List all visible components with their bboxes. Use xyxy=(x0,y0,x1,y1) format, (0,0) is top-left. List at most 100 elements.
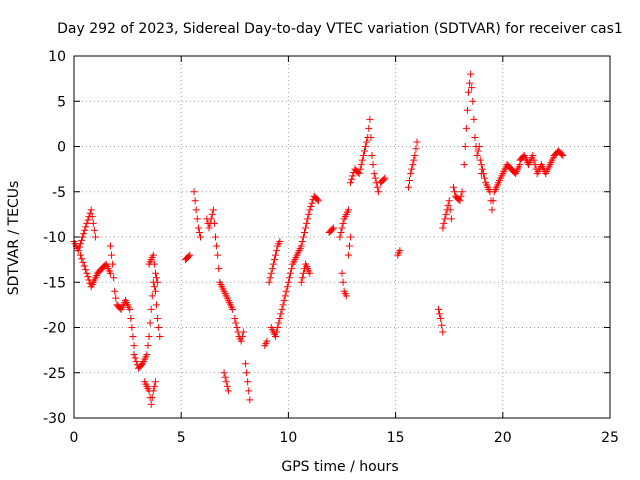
data-point-marker xyxy=(462,124,470,132)
data-point-marker xyxy=(265,278,273,286)
data-point-marker xyxy=(74,247,82,255)
data-point-marker xyxy=(371,174,379,182)
data-point-marker xyxy=(143,351,151,359)
data-point-marker xyxy=(76,251,84,259)
data-point-marker xyxy=(413,138,421,146)
data-point-marker xyxy=(90,226,98,234)
data-point-marker xyxy=(473,152,481,160)
data-point-marker xyxy=(128,324,136,331)
y-tick-label: -30 xyxy=(43,411,66,427)
data-point-marker xyxy=(297,278,305,286)
data-point-marker xyxy=(273,247,281,255)
data-point-marker xyxy=(436,310,444,318)
data-point-marker xyxy=(439,224,447,232)
data-point-marker xyxy=(194,224,202,232)
data-point-marker xyxy=(193,215,201,223)
data-point-marker xyxy=(306,269,314,277)
data-point-marker xyxy=(299,269,307,277)
data-point-marker xyxy=(272,251,280,259)
data-point-marker xyxy=(358,156,366,164)
data-point-marker xyxy=(470,115,478,123)
data-point-marker xyxy=(559,152,567,160)
data-point-marker xyxy=(108,251,116,259)
data-point-marker xyxy=(347,179,355,187)
data-point-marker xyxy=(149,251,157,259)
data-point-marker xyxy=(81,226,89,234)
data-point-marker xyxy=(531,161,539,169)
data-point-marker xyxy=(82,223,90,231)
data-point-marker xyxy=(154,314,162,322)
data-point-marker xyxy=(111,287,119,295)
data-point-marker xyxy=(82,266,90,274)
data-point-marker xyxy=(344,251,352,259)
data-point-marker xyxy=(347,233,355,241)
data-point-marker xyxy=(478,165,486,173)
data-point-marker xyxy=(336,233,344,241)
data-point-marker xyxy=(278,305,286,313)
data-point-marker xyxy=(297,242,305,250)
data-point-marker xyxy=(191,197,199,205)
data-point-marker xyxy=(80,262,88,270)
data-point-marker xyxy=(153,274,161,282)
data-point-marker xyxy=(338,269,346,277)
data-point-marker xyxy=(91,233,99,241)
data-point-marker xyxy=(146,319,154,327)
data-point-marker xyxy=(463,106,471,114)
data-point-marker xyxy=(346,242,354,250)
data-point-marker xyxy=(208,210,216,218)
data-point-marker xyxy=(488,206,496,214)
x-tick-label: 0 xyxy=(70,430,79,446)
data-point-marker xyxy=(79,258,87,266)
data-point-marker xyxy=(80,230,88,238)
data-point-marker xyxy=(144,342,152,350)
data-point-marker xyxy=(242,360,250,368)
data-point-marker xyxy=(408,165,416,173)
data-point-marker xyxy=(474,147,482,155)
data-point-marker xyxy=(446,206,454,214)
data-point-marker xyxy=(329,224,337,232)
data-point-marker xyxy=(481,174,489,182)
data-point-marker xyxy=(449,183,457,191)
data-point-marker xyxy=(342,292,350,300)
data-point-marker xyxy=(231,314,239,322)
data-point-marker xyxy=(147,305,155,313)
data-point-marker xyxy=(209,206,217,214)
data-point-marker xyxy=(442,210,450,218)
data-point-marker xyxy=(373,183,381,191)
data-point-marker xyxy=(456,197,464,205)
data-point-marker xyxy=(131,354,139,362)
data-point-marker xyxy=(300,228,308,236)
data-point-marker xyxy=(451,188,459,196)
data-point-marker xyxy=(270,256,278,264)
data-point-marker xyxy=(221,373,229,381)
data-point-marker xyxy=(192,206,200,214)
data-point-marker xyxy=(349,172,357,180)
y-axis-label: SDTVAR / TECUs xyxy=(6,181,22,296)
data-point-marker xyxy=(127,314,135,322)
data-point-marker xyxy=(151,269,159,277)
y-tick-label: 0 xyxy=(57,140,66,156)
data-point-marker xyxy=(445,197,453,205)
data-point-marker xyxy=(243,369,251,377)
data-point-marker xyxy=(299,233,307,241)
data-point-marker xyxy=(196,233,204,241)
y-tick-label: -5 xyxy=(52,185,66,201)
y-tick-label: -10 xyxy=(43,230,66,246)
data-point-marker xyxy=(460,161,468,169)
data-point-marker xyxy=(489,197,497,205)
data-point-marker xyxy=(110,274,118,282)
data-point-marker xyxy=(303,219,311,227)
data-point-marker xyxy=(129,333,137,341)
data-point-marker xyxy=(83,219,91,227)
data-point-marker xyxy=(130,351,138,359)
data-point-marker xyxy=(407,170,415,178)
data-point-marker xyxy=(362,143,370,150)
data-point-marker xyxy=(282,287,290,295)
data-point-marker xyxy=(75,243,83,251)
data-point-marker xyxy=(475,143,483,150)
data-point-marker xyxy=(190,188,198,196)
data-point-marker xyxy=(348,175,356,183)
data-point-marker xyxy=(238,333,246,341)
data-point-marker xyxy=(437,314,445,322)
axis-ticks: 0 5 10 15 20 25 -30 -25 -20 -15 -10 -5 0 5 10 xyxy=(43,49,619,446)
